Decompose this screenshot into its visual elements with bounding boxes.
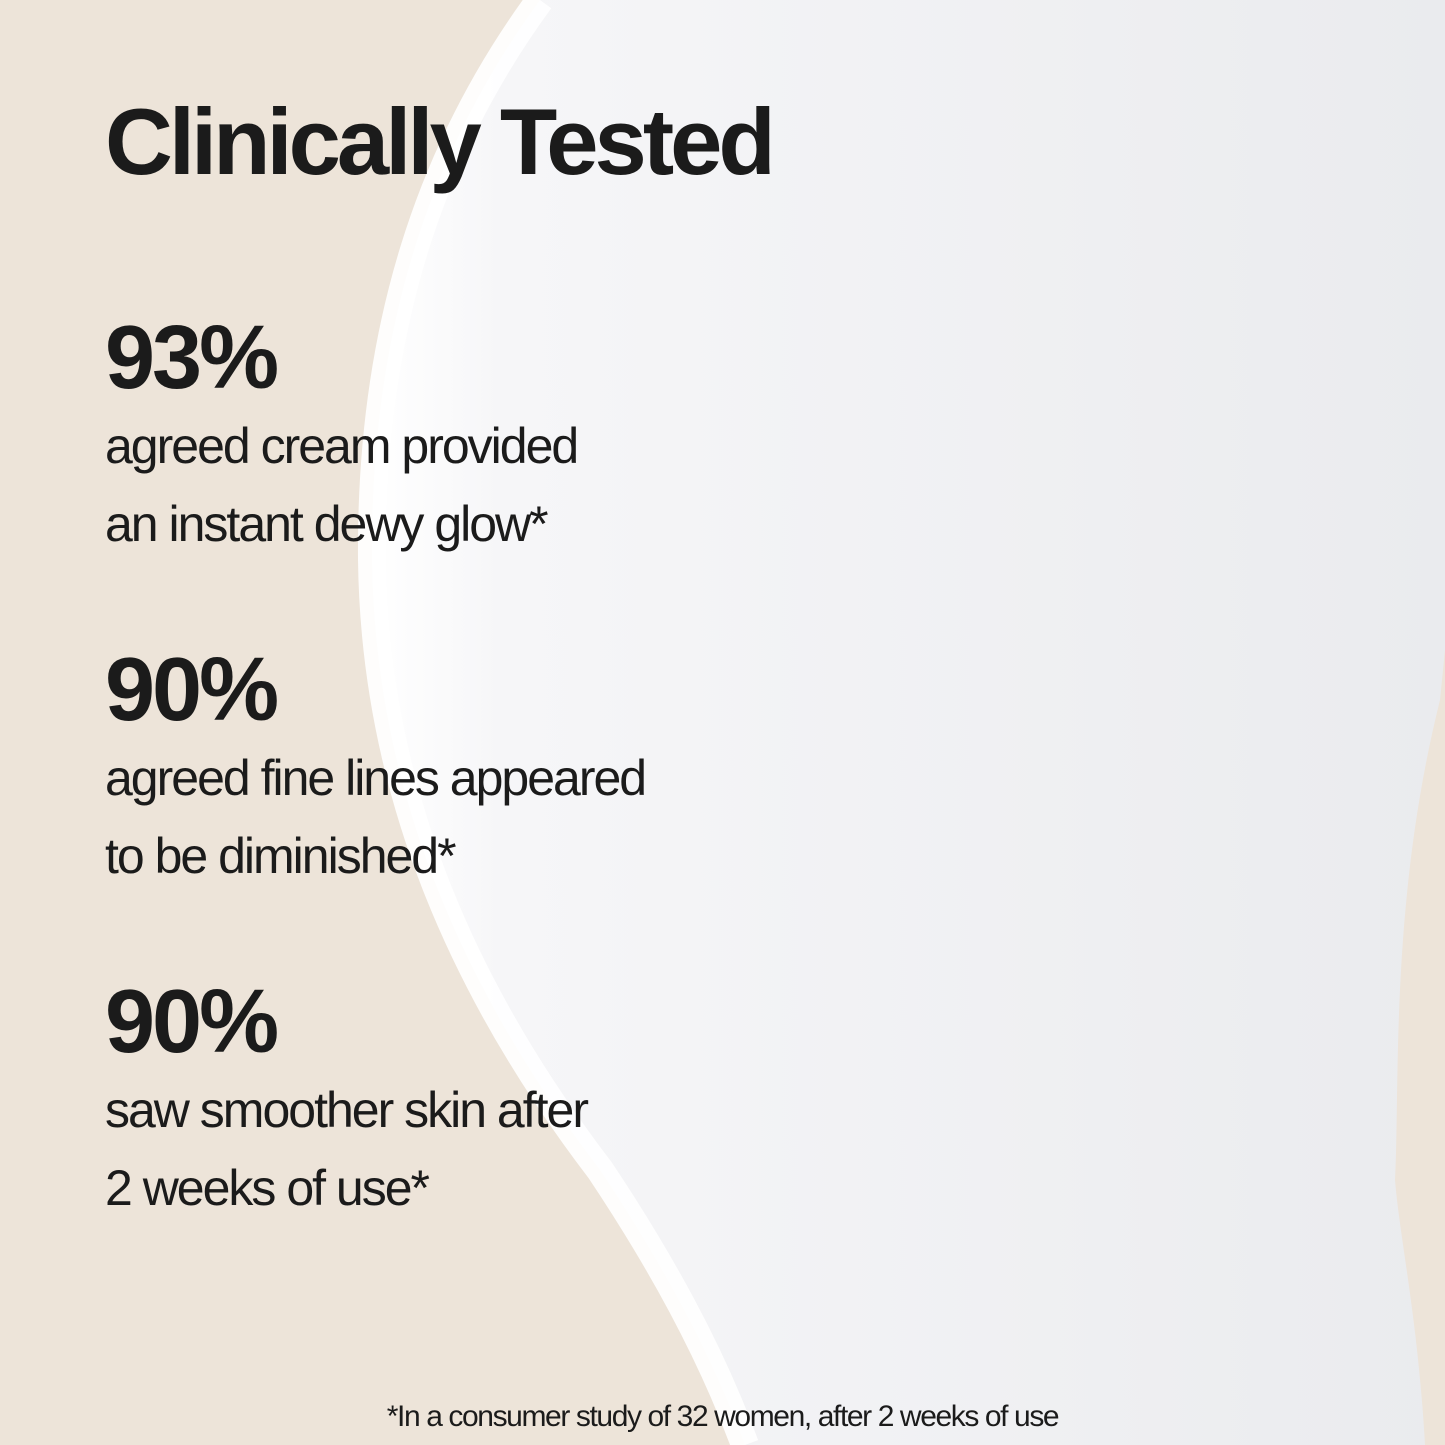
stat-description-line: to be diminished*: [105, 828, 457, 884]
stat-block: 90% saw smoother skin after 2 weeks of u…: [105, 972, 589, 1228]
stat-description-line: an instant dewy glow*: [105, 496, 549, 552]
footnote-text: *In a consumer study of 32 women, after …: [386, 1400, 1060, 1433]
stat-description-line: agreed cream provided: [105, 418, 579, 474]
cream-shape: [371, 0, 1445, 1445]
stat-description-line: 2 weeks of use*: [105, 1160, 430, 1216]
stat-block: 90% agreed fine lines appeared to be dim…: [105, 640, 647, 896]
stat-percent: 93%: [105, 308, 279, 408]
stat-description-line: agreed fine lines appeared: [105, 750, 647, 806]
stat-percent: 90%: [105, 640, 279, 740]
stat-block: 93% agreed cream provided an instant dew…: [105, 308, 579, 564]
stat-description-line: saw smoother skin after: [105, 1082, 589, 1138]
footnote: *In a consumer study of 32 women, after …: [0, 1400, 1445, 1434]
cream-rim-highlight: [357, 0, 759, 1445]
page-title: Clinically Tested: [105, 89, 776, 194]
stat-percent: 90%: [105, 972, 279, 1072]
